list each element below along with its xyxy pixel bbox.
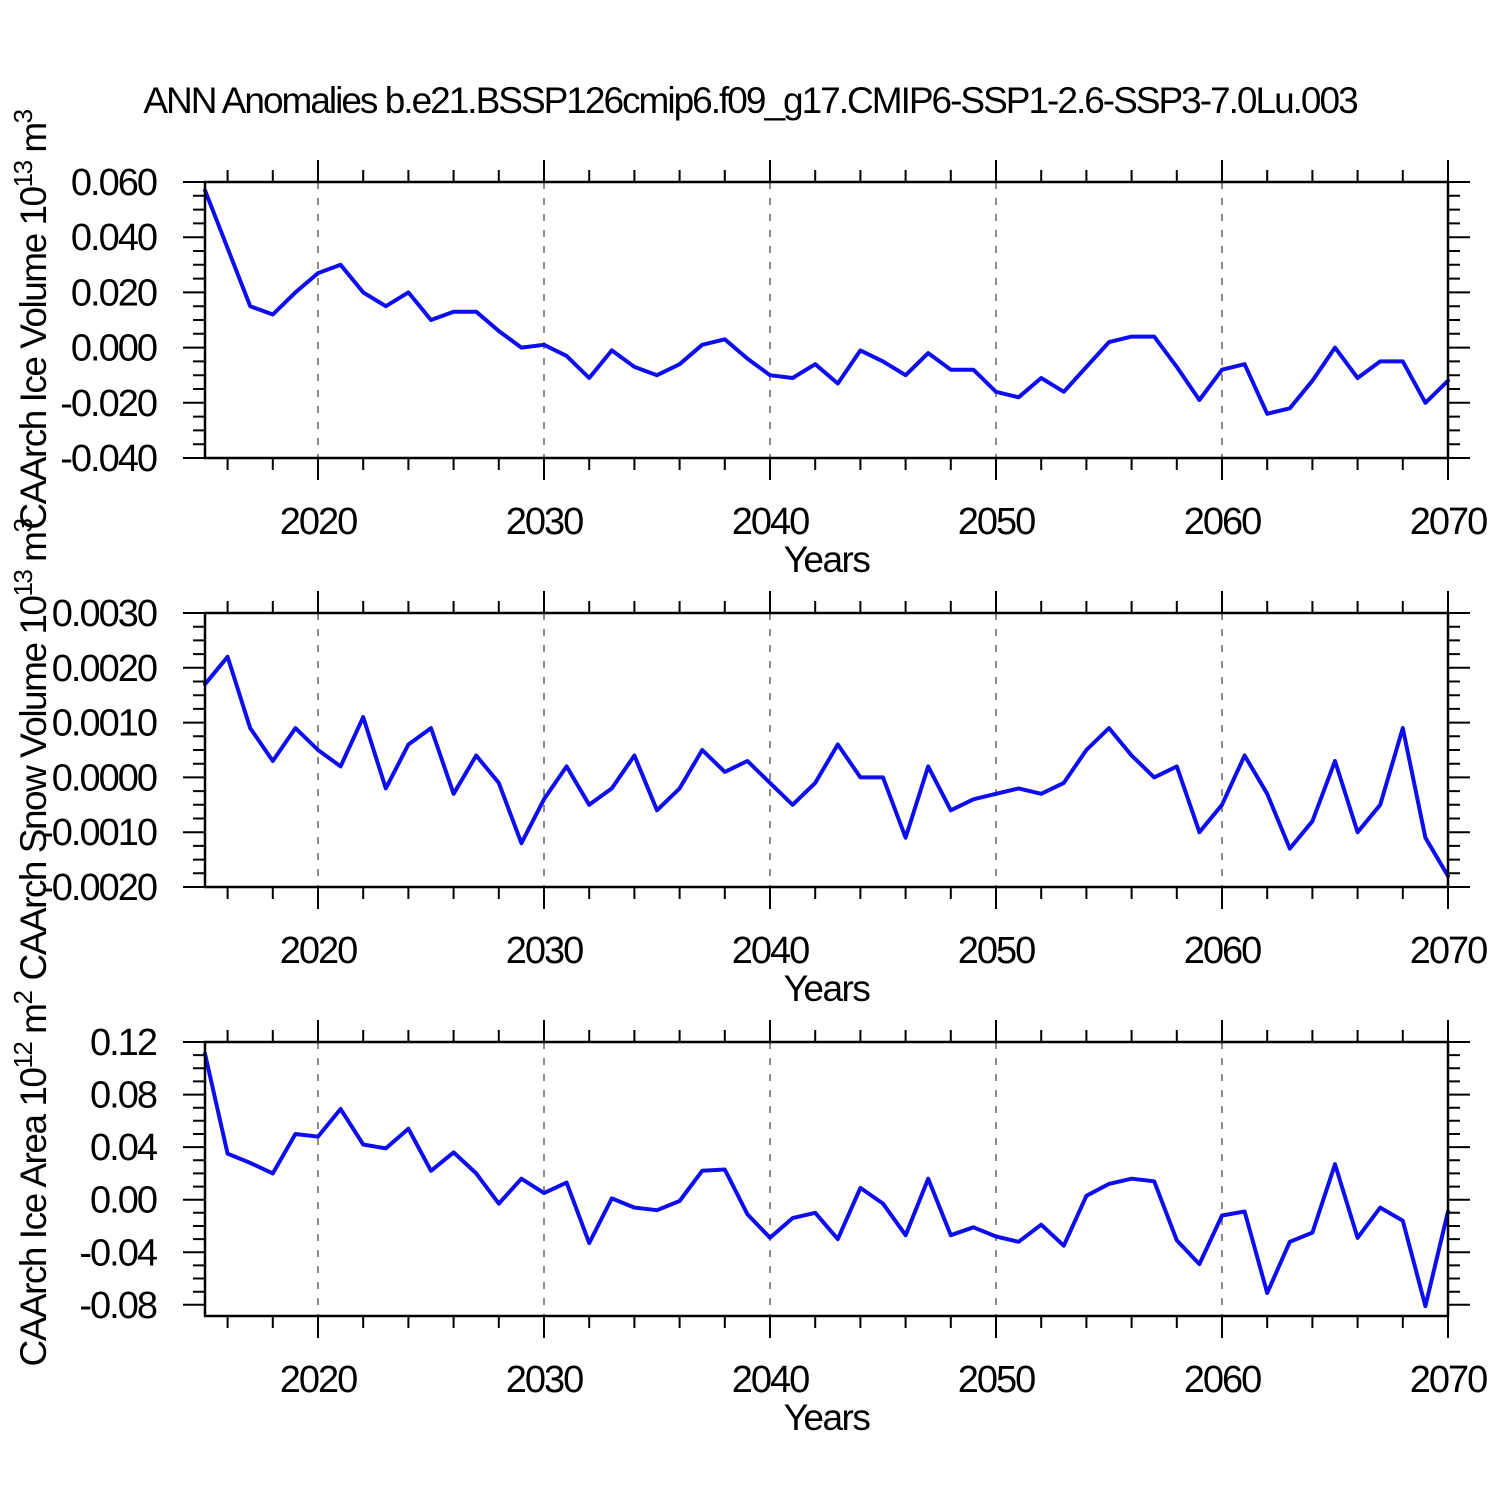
y-tick-label: 0.0000 — [52, 757, 157, 799]
x-tick-label: 2020 — [280, 930, 357, 972]
y-tick-label: 0.020 — [71, 272, 157, 314]
x-tick-label: 2030 — [506, 501, 583, 543]
y-axis-title-ice-area: CAArch Ice Area 1012 m2 — [8, 990, 54, 1366]
x-tick-label: 2030 — [506, 1359, 583, 1401]
plot-border — [203, 180, 1450, 460]
y-tick-label: 0.060 — [71, 162, 157, 204]
decade-gridlines — [317, 182, 1223, 458]
panels: 0.060 0.040 0.020 0.000 -0.020 -0.040 2020 2030… — [8, 109, 1489, 1438]
decade-gridlines — [317, 1042, 1223, 1316]
x-tick-label: 2060 — [1184, 1359, 1261, 1401]
x-tick-labels: 2020 2030 2040 2050 2060 2070 — [280, 501, 1489, 543]
x-tick-label: 2060 — [1184, 501, 1261, 543]
x-tick-label: 2040 — [732, 930, 809, 972]
y-tick-label: -0.08 — [79, 1285, 156, 1327]
x-tick-label: 2050 — [958, 1359, 1035, 1401]
x-tick-label: 2020 — [280, 1359, 357, 1401]
y-tick-labels: 0.060 0.040 0.020 0.000 -0.020 -0.040 — [60, 162, 159, 480]
x-tick-label: 2070 — [1410, 501, 1487, 543]
tick-marks — [183, 1020, 1470, 1338]
y-tick-label: -0.020 — [60, 383, 157, 425]
y-tick-label: 0.04 — [90, 1127, 158, 1169]
panel-ice-volume: 0.060 0.040 0.020 0.000 -0.020 -0.040 2020 2030… — [8, 109, 1489, 580]
y-tick-label: 0.0030 — [52, 593, 157, 635]
x-axis-title-snow-volume: Years — [784, 968, 871, 1009]
y-tick-label: 0.000 — [71, 328, 157, 370]
y-axis-title-ice-volume: CAArch Ice Volume 1013 m3 — [8, 109, 54, 529]
x-tick-label: 2070 — [1410, 1359, 1487, 1401]
y-tick-label: 0.08 — [90, 1075, 157, 1117]
tick-marks — [183, 160, 1470, 480]
x-tick-label: 2020 — [280, 501, 357, 543]
y-tick-label: 0.0020 — [52, 648, 157, 690]
plot-border — [203, 1040, 1450, 1318]
x-axis-title-ice-area: Years — [784, 1397, 871, 1438]
x-tick-label: 2070 — [1410, 930, 1487, 972]
x-tick-label: 2050 — [958, 501, 1035, 543]
plot-border — [203, 611, 1450, 889]
x-tick-label: 2040 — [732, 501, 809, 543]
y-tick-label: -0.0020 — [41, 867, 157, 909]
x-tick-labels: 2020 2030 2040 2050 2060 2070 — [280, 1359, 1489, 1401]
y-tick-label: -0.040 — [60, 438, 157, 480]
x-tick-label: 2040 — [732, 1359, 809, 1401]
y-tick-labels: 0.0030 0.0020 0.0010 0.0000 -0.0010 -0.0020 — [41, 593, 159, 909]
y-tick-label: -0.0010 — [41, 812, 157, 854]
x-tick-label: 2050 — [958, 930, 1035, 972]
x-tick-labels: 2020 2030 2040 2050 2060 2070 — [280, 930, 1489, 972]
y-tick-label: 0.12 — [90, 1022, 157, 1064]
tick-marks — [183, 591, 1470, 909]
panel-snow-volume: 0.0030 0.0020 0.0010 0.0000 -0.0010 -0.0020 20… — [8, 519, 1489, 1010]
y-axis-title-snow-volume: CAArch Snow Volume 1013 m3 — [8, 519, 54, 981]
x-axis-title-ice-volume: Years — [784, 539, 871, 580]
series-line-ice-area — [203, 1051, 1450, 1309]
y-tick-label: 0.00 — [90, 1180, 157, 1222]
y-tick-label: 0.0010 — [52, 703, 157, 745]
x-tick-label: 2030 — [506, 930, 583, 972]
y-tick-labels: 0.12 0.08 0.04 0.00 -0.04 -0.08 — [79, 1022, 159, 1327]
series-line-ice-volume — [203, 188, 1450, 416]
series-line-snow-volume — [203, 654, 1450, 878]
figure-title: ANN Anomalies b.e21.BSSP126cmip6.f09_g17… — [143, 80, 1357, 121]
y-tick-label: -0.04 — [79, 1232, 157, 1274]
x-tick-label: 2060 — [1184, 930, 1261, 972]
y-tick-label: 0.040 — [71, 217, 157, 259]
